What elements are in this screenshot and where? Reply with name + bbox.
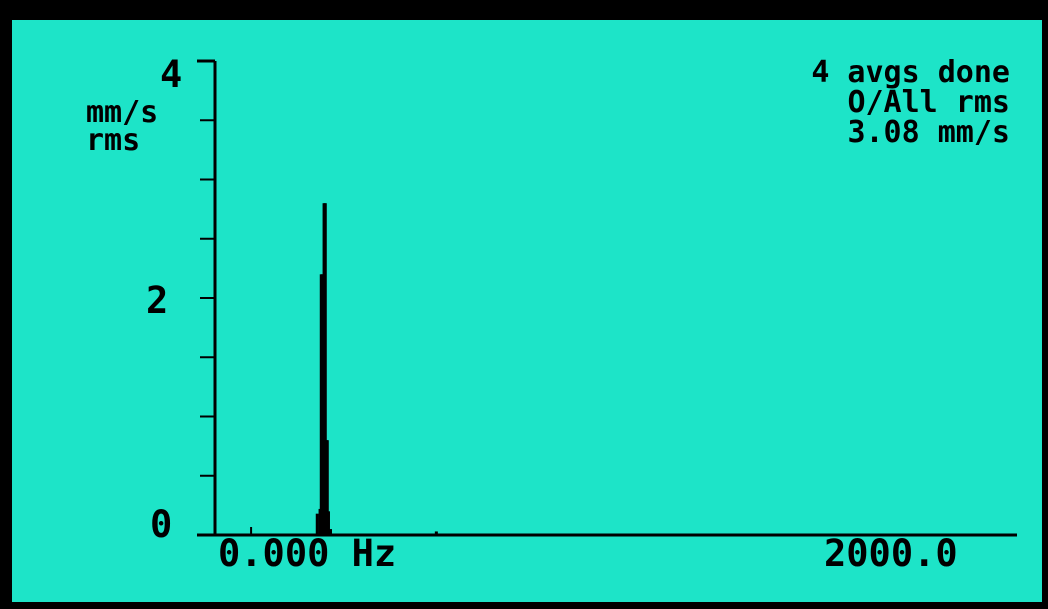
spectrum-bar bbox=[323, 203, 327, 535]
x-axis-start-label: 0.000 Hz bbox=[218, 532, 397, 575]
analyzer-screen: 4 mm/s rms 2 0 0.000 Hz 2000.0 4 avgs do… bbox=[12, 20, 1042, 602]
spectrum-bar bbox=[325, 440, 329, 535]
spectrum-bar bbox=[326, 511, 330, 535]
y-tick-label-mid: 2 bbox=[146, 279, 169, 322]
status-overall-type: O/All rms bbox=[847, 85, 1010, 120]
spectrum-bar bbox=[328, 529, 332, 535]
spectrum-plot bbox=[197, 59, 1017, 537]
y-tick-label-min: 0 bbox=[150, 503, 173, 546]
spectrum-bar bbox=[315, 513, 319, 535]
status-overall-value: 3.08 mm/s bbox=[847, 115, 1010, 150]
spectrum-bar bbox=[320, 274, 324, 535]
x-axis-end-label: 2000.0 bbox=[824, 532, 958, 575]
y-axis-type: rms bbox=[86, 123, 141, 158]
status-averages: 4 avgs done bbox=[811, 55, 1010, 90]
y-axis-unit: mm/s bbox=[86, 95, 159, 130]
y-tick-label-max: 4 bbox=[160, 53, 183, 96]
spectrum-bar bbox=[434, 531, 438, 535]
